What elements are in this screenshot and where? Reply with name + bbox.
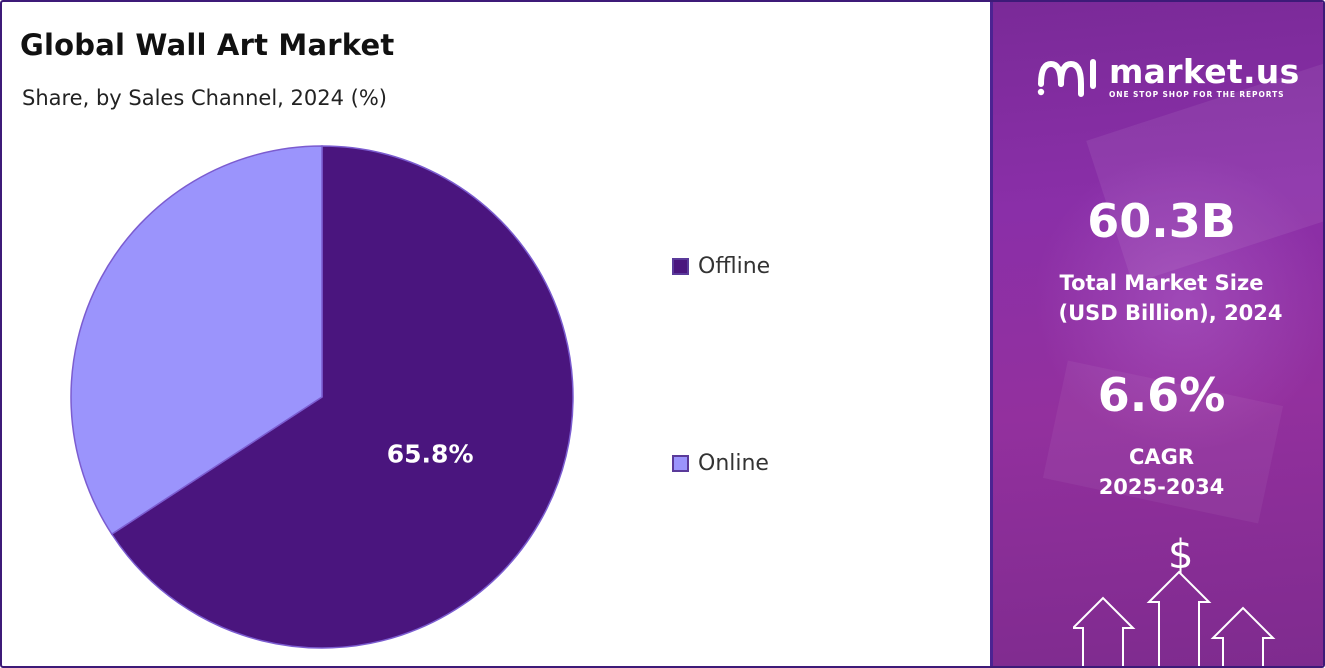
market-size-label-line2: (USD Billion), 2024	[1058, 301, 1283, 325]
growth-arrows-icon	[1073, 570, 1276, 666]
brand-tagline: ONE STOP SHOP FOR THE REPORTS	[1109, 90, 1285, 99]
market-us-logo-icon	[1037, 59, 1096, 97]
brand-logo-block: market.us ONE STOP SHOP FOR THE REPORTS	[1037, 54, 1300, 100]
chart-subtitle: Share, by Sales Channel, 2024 (%)	[22, 86, 387, 110]
chart-title: Global Wall Art Market	[20, 28, 395, 62]
stats-side-panel: market.us ONE STOP SHOP FOR THE REPORTS …	[990, 2, 1323, 666]
panel-background-glow	[1033, 152, 1323, 452]
legend-label-offline: Offline	[698, 253, 771, 279]
legend-swatch-online	[672, 454, 689, 472]
dollar-icon: $	[1168, 532, 1194, 578]
market-size-value: 60.3B	[1087, 194, 1236, 248]
market-size-label-line1: Total Market Size	[1059, 271, 1264, 295]
legend-swatch-offline	[672, 257, 689, 275]
cagr-label-line2: 2025-2034	[1098, 475, 1225, 499]
legend-label-online: Online	[698, 450, 769, 476]
brand-name: market.us	[1109, 52, 1300, 91]
market-size-label: Total Market Size (USD Billion), 2024	[993, 268, 1323, 328]
legend-item-offline: Offline	[672, 252, 872, 280]
cagr-label: CAGR 2025-2034	[993, 442, 1323, 502]
cagr-value: 6.6%	[1097, 368, 1226, 422]
pie-slice-online	[70, 145, 323, 536]
cagr-label-line1: CAGR	[1128, 445, 1195, 469]
pie-chart: 65.8%	[70, 145, 574, 649]
pie-slice-offline	[110, 145, 574, 649]
pie-data-label-offline: 65.8%	[387, 440, 474, 469]
legend-item-online: Online	[672, 449, 872, 477]
